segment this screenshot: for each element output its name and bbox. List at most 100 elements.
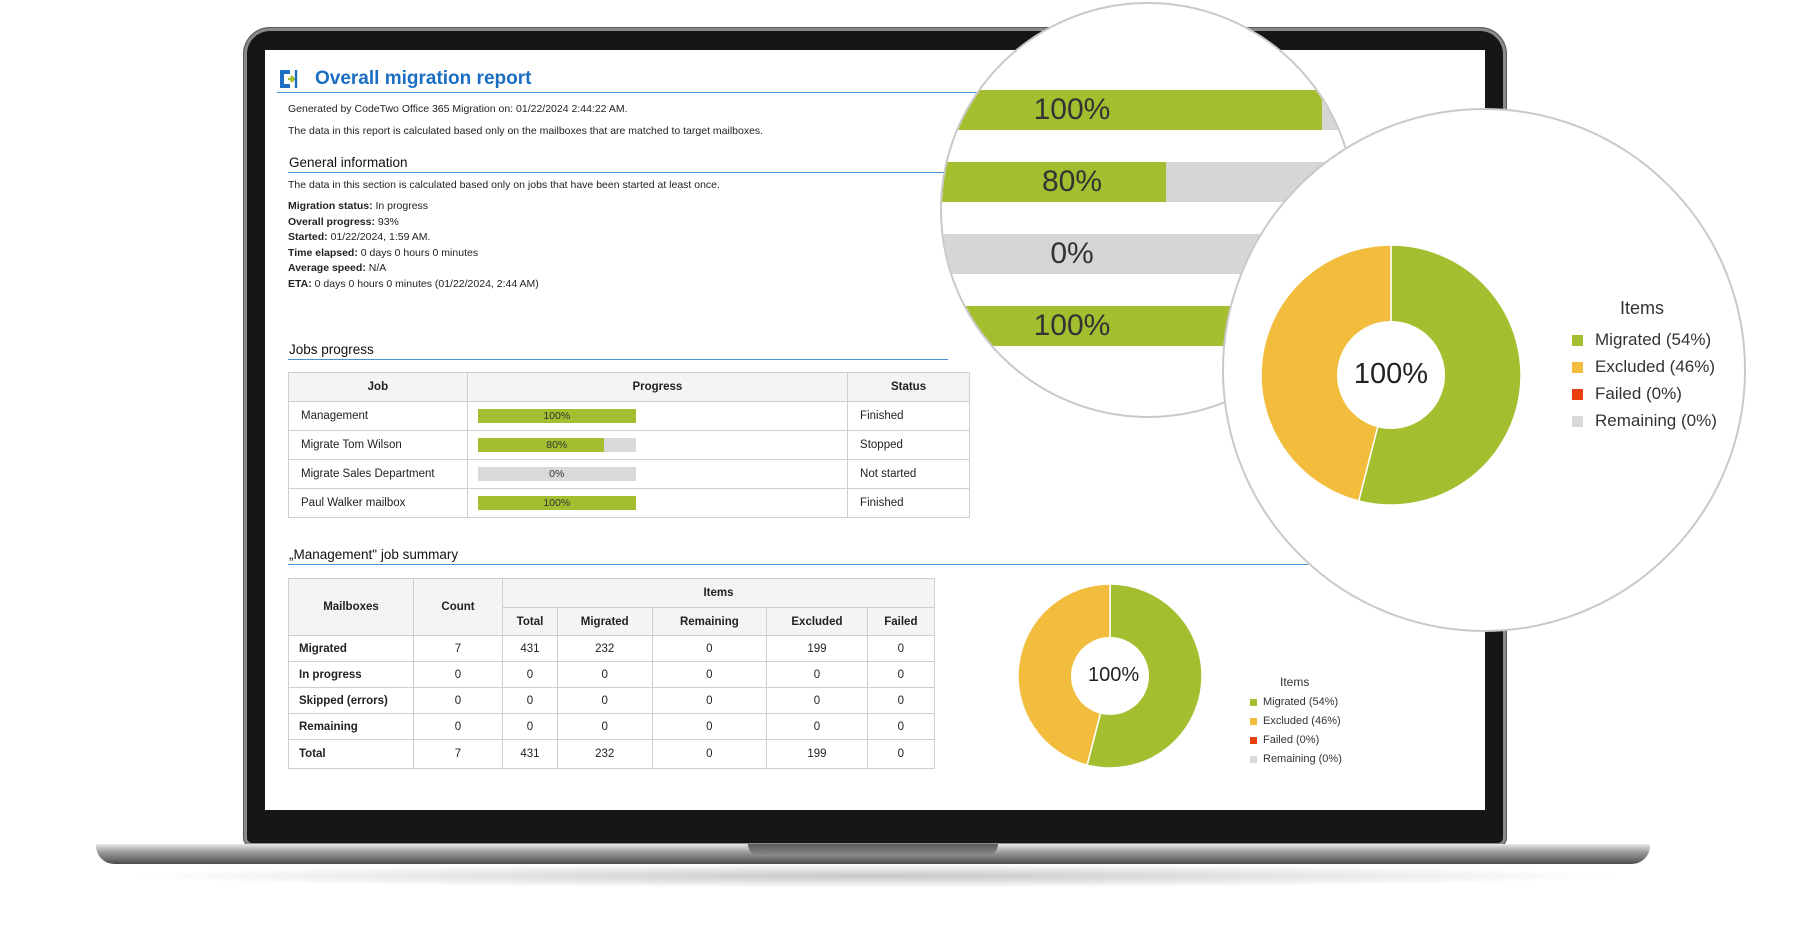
items-donut-chart <box>1017 583 1203 769</box>
general-divider <box>288 172 948 173</box>
summary-cell: 0 <box>651 635 768 662</box>
zoom-legend: Migrated (54%) Excluded (46%) Failed (0%) R… <box>1572 330 1717 438</box>
title-divider <box>277 92 1297 93</box>
summary-heading: „Management" job summary <box>289 547 459 562</box>
job-status: Stopped <box>847 430 970 460</box>
legend-swatch <box>1572 389 1583 401</box>
jobs-row: Migrate Sales Department 0% Not started <box>288 459 970 489</box>
summary-cell: 0 <box>651 739 768 769</box>
legend-swatch <box>1572 416 1583 428</box>
zoom-donut-chart <box>1260 244 1522 506</box>
field-started: Started: 01/22/2024, 1:59 AM. <box>288 231 431 243</box>
generated-by-text: Generated by CodeTwo Office 365 Migratio… <box>288 103 628 115</box>
summary-cell: 0 <box>556 687 653 714</box>
summary-cell: 0 <box>502 687 558 714</box>
laptop-shadow <box>120 864 1630 888</box>
summary-col-items: Items <box>502 578 935 608</box>
legend-label: Migrated (54%) <box>1595 330 1712 349</box>
summary-row-label: Total <box>288 739 414 769</box>
general-fields: Migration status: In progress Overall pr… <box>288 200 539 293</box>
summary-cell: 7 <box>413 739 503 769</box>
legend-item: Excluded (46%) <box>1250 715 1342 734</box>
legend-label: Remaining (0%) <box>1263 753 1342 765</box>
job-progress-bar: 100% <box>477 496 636 510</box>
summary-col-migrated: Migrated <box>556 607 653 636</box>
jobs-col-status: Status <box>847 372 970 402</box>
zoom-bar: 80% <box>942 162 1354 202</box>
summary-cell: 7 <box>413 635 503 662</box>
legend-label: Remaining (0%) <box>1595 411 1717 430</box>
summary-col-total: Total <box>502 607 558 636</box>
job-name: Paul Walker mailbox <box>288 488 468 518</box>
legend-item: Excluded (46%) <box>1572 357 1717 384</box>
field-overall-progress: Overall progress: 93% <box>288 215 399 228</box>
legend-label: Excluded (46%) <box>1595 357 1716 376</box>
legend-swatch <box>1572 335 1583 347</box>
legend-swatch <box>1250 736 1257 744</box>
field-migration-status: Migration status: In progress <box>288 200 429 212</box>
summary-cell: 0 <box>866 635 936 662</box>
jobs-col-progress: Progress <box>466 372 849 402</box>
legend-item: Migrated (54%) <box>1572 330 1717 357</box>
summary-divider <box>288 564 1308 565</box>
report-note: The data in this report is calculated ba… <box>288 125 764 137</box>
job-name: Migrate Sales Department <box>288 459 468 489</box>
summary-cell: 0 <box>413 661 503 688</box>
legend: Migrated (54%) Excluded (46%) Failed (0%) R… <box>1250 696 1342 772</box>
summary-cell: 0 <box>866 713 936 740</box>
codetwo-logo-icon <box>280 70 298 88</box>
jobs-divider <box>288 359 948 360</box>
general-note: The data in this section is calculated b… <box>288 179 720 191</box>
summary-row-label: In progress <box>288 661 414 688</box>
summary-cell: 0 <box>502 661 558 688</box>
summary-cell: 0 <box>866 687 936 714</box>
donut-slice-excluded <box>1260 244 1392 502</box>
summary-cell: 431 <box>502 635 558 662</box>
laptop-notch <box>748 844 998 856</box>
job-status: Finished <box>847 488 970 518</box>
legend-swatch <box>1250 717 1257 725</box>
donut-center-label: 100% <box>1088 664 1140 686</box>
jobs-heading: Jobs progress <box>289 342 374 357</box>
summary-row: Migrated 7 431 232 0 199 0 <box>288 635 936 662</box>
summary-cell: 199 <box>766 739 868 769</box>
legend-item: Failed (0%) <box>1572 384 1717 411</box>
legend-label: Failed (0%) <box>1595 384 1682 403</box>
summary-cell: 0 <box>502 713 558 740</box>
summary-row-label: Migrated <box>288 635 414 662</box>
summary-cell: 232 <box>556 739 653 769</box>
field-average-speed: Average speed: N/A <box>288 262 387 274</box>
legend-item: Migrated (54%) <box>1250 696 1342 715</box>
summary-row-label: Remaining <box>288 713 414 740</box>
summary-cell: 0 <box>413 687 503 714</box>
summary-cell: 0 <box>413 713 503 740</box>
summary-cell: 0 <box>651 713 768 740</box>
summary-col-remaining: Remaining <box>651 607 768 636</box>
legend-swatch <box>1572 362 1583 374</box>
job-name: Management <box>288 401 468 431</box>
job-progress-bar: 80% <box>477 438 636 452</box>
summary-row: Skipped (errors) 0 0 0 0 0 0 <box>288 687 936 714</box>
jobs-col-job: Job <box>288 372 468 402</box>
legend-item: Remaining (0%) <box>1572 411 1717 438</box>
field-time-elapsed: Time elapsed: 0 days 0 hours 0 minutes <box>288 246 479 259</box>
summary-cell: 232 <box>556 635 653 662</box>
legend-swatch <box>1250 755 1257 763</box>
summary-row-label: Skipped (errors) <box>288 687 414 714</box>
donut-slice-excluded <box>1017 583 1111 767</box>
jobs-row: Migrate Tom Wilson 80% Stopped <box>288 430 970 460</box>
field-eta: ETA: 0 days 0 hours 0 minutes (01/22/202… <box>288 277 539 290</box>
general-heading: General information <box>289 155 408 170</box>
summary-cell: 0 <box>766 687 868 714</box>
legend-title: Items <box>1280 675 1310 689</box>
summary-col-excluded: Excluded <box>766 607 868 636</box>
summary-row: Total 7 431 232 0 199 0 <box>288 739 936 769</box>
job-name: Migrate Tom Wilson <box>288 430 468 460</box>
job-progress-bar: 100% <box>477 409 636 423</box>
zoom-legend-title: Items <box>1620 298 1665 318</box>
summary-cell: 0 <box>766 713 868 740</box>
summary-cell: 0 <box>651 661 768 688</box>
donut-hole <box>1337 321 1445 429</box>
job-progress-bar: 0% <box>477 467 636 481</box>
zoom-chart-magnifier: 100% Items Migrated (54%) Excluded (46%) F… <box>1222 108 1746 632</box>
